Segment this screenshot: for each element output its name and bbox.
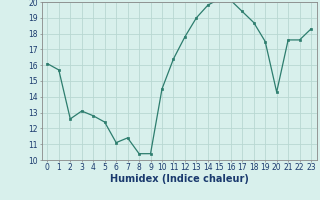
X-axis label: Humidex (Indice chaleur): Humidex (Indice chaleur) (110, 174, 249, 184)
